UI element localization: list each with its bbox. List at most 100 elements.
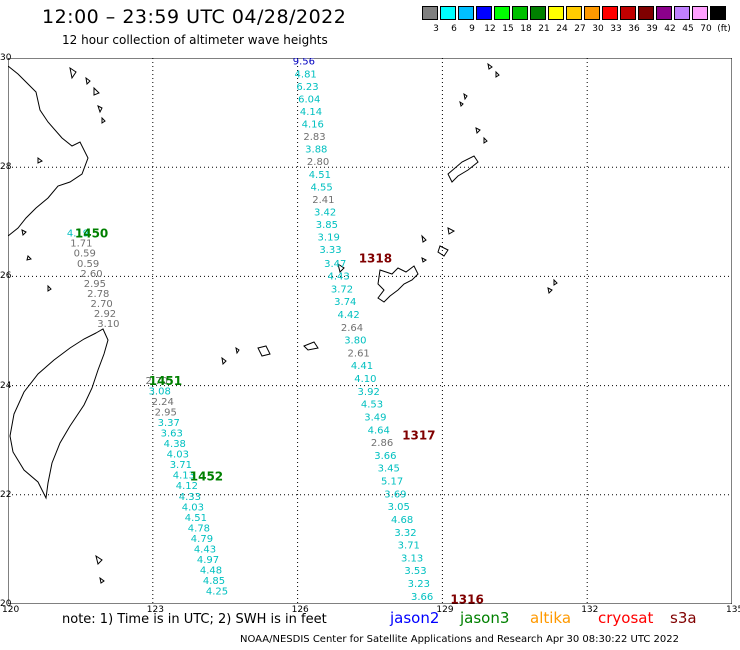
coastlines [8, 62, 558, 584]
wave-height-value: 3.23 [408, 579, 430, 590]
wave-height-value: 3.71 [398, 541, 420, 552]
wave-height-value: 3.63 [161, 429, 183, 440]
scale-swatch [710, 6, 726, 20]
pass-number-label: 1450 [75, 227, 108, 241]
wave-height-value: 2.70 [91, 299, 113, 310]
scale-swatch [548, 6, 564, 20]
scale-swatch [584, 6, 600, 20]
lon-tick-label: 132 [581, 605, 599, 615]
scale-swatch [422, 6, 438, 20]
wave-height-value: 3.19 [318, 233, 340, 244]
wave-height-value: 3.08 [149, 387, 171, 398]
wave-height-value: 4.85 [203, 576, 225, 587]
wave-height-value: 5.17 [381, 477, 403, 488]
page-title: 12:00 – 23:59 UTC 04/28/2022 [42, 6, 347, 28]
scale-swatch [440, 6, 456, 20]
scale-label: 9 [469, 24, 475, 34]
lat-tick-label: 30 [0, 53, 12, 63]
scale-label: 42 [664, 24, 676, 34]
wave-height-value: 4.51 [185, 513, 207, 524]
wave-height-value: 4.43 [194, 544, 216, 555]
wave-height-value: 6.23 [296, 82, 318, 93]
scale-label: 39 [646, 24, 658, 34]
wave-height-value: 3.49 [364, 412, 386, 423]
wave-height-value: 4.42 [338, 310, 360, 321]
wave-height-value: 0.59 [77, 259, 99, 270]
wave-height-value: 1.71 [70, 239, 92, 250]
wave-height-value: 9.56 [293, 58, 315, 68]
scale-label: (ft) [717, 24, 731, 34]
footer-note: note: 1) Time is in UTC; 2) SWH is in fe… [62, 612, 327, 627]
wave-height-value: 4.48 [200, 565, 222, 576]
wave-height-value: 2.78 [87, 289, 109, 300]
wave-height-value: 2.92 [94, 309, 116, 320]
china-coast [8, 65, 89, 237]
wave-height-value: 0.59 [74, 249, 96, 260]
wave-height-value: 2.24 [152, 397, 174, 408]
wave-height-value: 3.66 [374, 451, 396, 462]
wave-height-value: 4.79 [191, 534, 213, 545]
satellite-s3a: s3a [670, 609, 697, 627]
wave-height-value: 3.92 [358, 387, 380, 398]
map-grid [8, 58, 732, 604]
scale-swatch [494, 6, 510, 20]
lat-tick-label: 26 [0, 271, 12, 282]
scale-label: 12 [484, 24, 496, 34]
wave-height-value: 3.71 [170, 460, 192, 471]
wave-height-value: 3.42 [314, 207, 336, 218]
satellite-altika: altika [530, 609, 572, 627]
wave-height-value: 4.03 [182, 502, 204, 513]
wave-height-value: 2.60 [80, 269, 102, 280]
wave-height-value: 3.88 [305, 145, 327, 156]
credit-line: NOAA/NESDIS Center for Satellite Applica… [240, 634, 679, 645]
wave-height-value: 4.13 [173, 471, 195, 482]
wave-height-value: 4.43 [327, 272, 349, 283]
pass-number-label: 1316 [450, 593, 483, 604]
scale-label: 45 [682, 24, 694, 34]
wave-height-value: 3.80 [344, 336, 366, 347]
wave-height-value: 3.74 [334, 297, 356, 308]
wave-height-value: 3.33 [319, 245, 341, 256]
taiwan-coast [9, 328, 109, 500]
scale-label: 21 [538, 24, 550, 34]
scale-label: 6 [451, 24, 457, 34]
wave-height-value: 4.10 [354, 374, 376, 385]
small-islands [95, 62, 558, 584]
wave-height-value: 2.86 [371, 438, 393, 449]
lon-tick-label: 120 [2, 605, 20, 615]
wave-height-value: 4.38 [164, 439, 186, 450]
wave-height-value: 2.70 [146, 376, 168, 387]
pass-number-label: 1452 [190, 470, 223, 484]
wave-height-value: 4.16 [302, 120, 324, 131]
wave-height-value: 4.19 [67, 229, 89, 240]
scale-label: 36 [628, 24, 640, 34]
page-subtitle: 12 hour collection of altimeter wave hei… [62, 33, 328, 47]
scale-label: 30 [592, 24, 604, 34]
wave-height-value: 3.53 [404, 566, 426, 577]
pass-labels: 1450 1451 1452 1318 1317 1316 [75, 227, 484, 604]
scale-swatch [656, 6, 672, 20]
wave-height-value: 2.41 [312, 195, 334, 206]
scale-label: 24 [556, 24, 568, 34]
wave-height-value: 3.32 [394, 528, 416, 539]
satellite-jason2: jason2 [390, 609, 440, 627]
wave-height-value: 4.53 [361, 400, 383, 411]
wave-height-value: 4.51 [309, 170, 331, 181]
lat-tick-label: 22 [0, 489, 12, 500]
wave-height-value: 3.85 [316, 220, 338, 231]
wave-height-value: 4.64 [368, 425, 390, 436]
wave-height-value: 6.04 [298, 94, 320, 105]
wave-height-value: 4.33 [179, 492, 201, 503]
wave-height-value: 2.64 [341, 323, 363, 334]
wave-height-value: 2.95 [84, 279, 106, 290]
wave-height-value: 4.12 [176, 481, 198, 492]
wave-height-value: 2.95 [155, 408, 177, 419]
scale-swatch [674, 6, 690, 20]
wave-height-value: 3.05 [388, 502, 410, 513]
wave-height-value: 4.14 [300, 107, 322, 118]
scale-swatch [638, 6, 654, 20]
lat-tick-label: 28 [0, 162, 12, 173]
scale-swatch [530, 6, 546, 20]
wave-height-value: 4.81 [295, 69, 317, 80]
scale-label: 15 [502, 24, 514, 34]
